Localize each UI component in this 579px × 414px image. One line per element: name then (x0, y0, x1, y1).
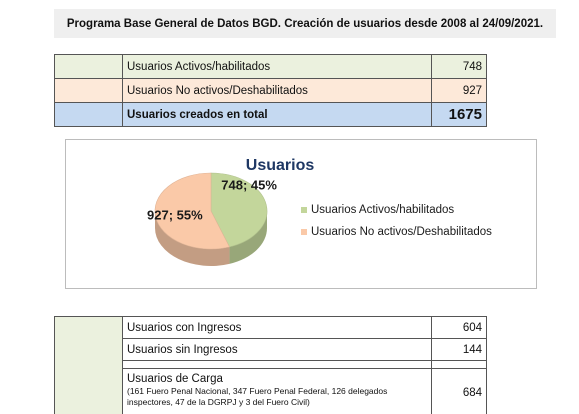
row-value: 684 (431, 368, 487, 414)
legend-swatch-0 (301, 207, 307, 213)
table-row: Usuarios Activos/habilitados 748 (54, 54, 487, 79)
row-value: 604 (431, 316, 487, 339)
pie-data-label-1: 927; 55% (147, 207, 203, 222)
table-row: Usuarios sin Ingresos 144 (55, 338, 487, 361)
carga-detail: (161 Fuero Penal Nacional, 347 Fuero Pen… (127, 386, 388, 407)
legend-swatch-1 (301, 229, 307, 235)
row-marker-cell (54, 78, 123, 103)
row-value: 748 (431, 54, 487, 79)
row-marker-cell (54, 316, 123, 414)
row-label: Usuarios de Carga (161 Fuero Penal Nacio… (122, 368, 432, 414)
pie-chart-container: Usuarios 748; 45% 927; 55% Usuarios Activ… (65, 139, 537, 289)
table-row: Usuarios No activos/Deshabilitados 927 (54, 78, 487, 103)
row-marker-cell (54, 54, 123, 79)
row-marker-cell (54, 102, 123, 127)
table-row: Usuarios con Ingresos 604 (54, 316, 487, 414)
pie-slice-0 (210, 172, 268, 248)
pie-side-0 (229, 211, 267, 264)
row-value: 927 (431, 78, 487, 103)
row-label: Usuarios Activos/habilitados (122, 54, 432, 79)
table-row-total: Usuarios creados en total 1675 (54, 102, 487, 127)
report-header: Programa Base General de Datos BGD. Crea… (54, 9, 556, 38)
spacer-cell (431, 360, 487, 369)
row-value: 144 (431, 338, 487, 361)
pie-chart: Usuarios 748; 45% 927; 55% Usuarios Activ… (147, 157, 492, 266)
pie-slice-1 (154, 172, 230, 250)
row-label: Usuarios sin Ingresos (122, 338, 432, 361)
legend-label-1: Usuarios No activos/Deshabilitados (311, 226, 492, 238)
detail-table: Usuarios con Ingresos 604 Usuarios sin I… (54, 316, 487, 414)
summary-table: Usuarios Activos/habilitados 748 Usuario… (54, 54, 487, 127)
spacer-cell (122, 360, 432, 369)
carga-label: Usuarios de Carga (127, 373, 223, 385)
row-value: 1675 (431, 102, 487, 127)
report-title: Programa Base General de Datos BGD. Crea… (66, 17, 544, 30)
table-row: Usuarios de Carga (161 Fuero Penal Nacio… (55, 368, 487, 414)
pie-data-label-0: 748; 45% (221, 178, 277, 193)
row-label: Usuarios No activos/Deshabilitados (122, 78, 432, 103)
chart-title: Usuarios (246, 157, 315, 174)
row-label: Usuarios con Ingresos (122, 316, 432, 339)
row-label: Usuarios creados en total (122, 102, 432, 127)
pie-side-1 (155, 211, 230, 266)
legend-label-0: Usuarios Activos/habilitados (311, 204, 454, 216)
